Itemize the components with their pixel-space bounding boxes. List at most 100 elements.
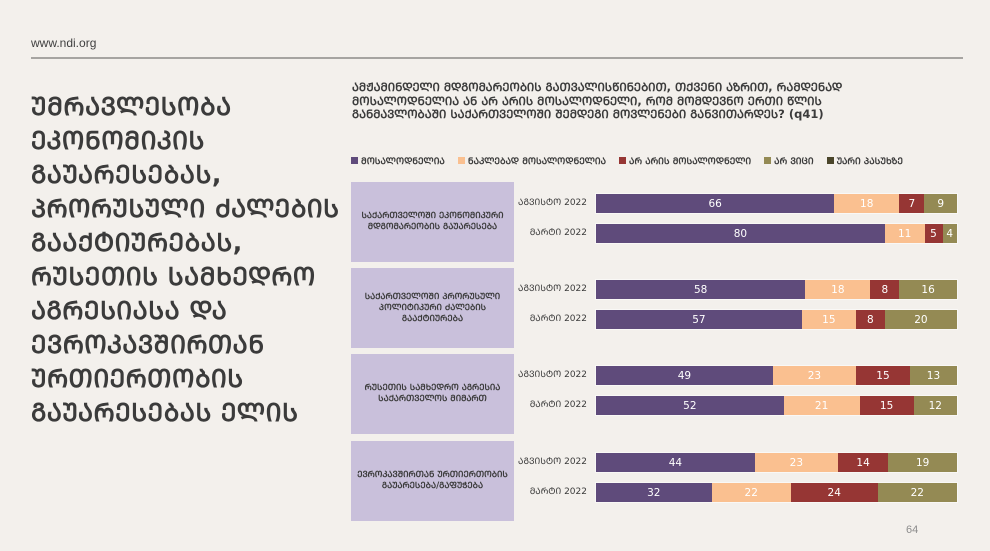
bar-segment: 9	[924, 194, 957, 213]
row-label: ᲛᲐᲠᲢᲘ 2022	[529, 228, 587, 238]
row-label: ᲐᲒᲕᲘᲡᲢᲝ 2022	[518, 284, 587, 294]
data-label: 22	[910, 486, 924, 499]
legend-label: ᲣᲐᲠᲘ ᲞᲐᲡᲣᲮᲖᲔ	[836, 157, 903, 167]
data-label: 24	[827, 486, 841, 499]
page-number: 64	[906, 524, 919, 536]
bar-segment: 32	[596, 483, 712, 502]
bar-segment: 23	[772, 366, 856, 385]
bar-segment: 12	[913, 396, 957, 415]
stacked-bar: 57 15 8 20	[596, 310, 957, 329]
data-label: 18	[831, 283, 845, 296]
data-label: 19	[915, 456, 930, 469]
legend-swatch	[826, 157, 834, 164]
data-label: 13	[926, 369, 941, 382]
row-label: ᲐᲒᲕᲘᲡᲢᲝ 2022	[518, 198, 587, 208]
legend-swatch	[764, 157, 772, 164]
data-label: 32	[647, 486, 661, 499]
bar-segment: 21	[783, 396, 860, 415]
bar-segment: 20	[884, 310, 957, 329]
legend-item: ᲛᲝᲡᲐᲚᲝᲓᲜᲔᲚᲘᲐ	[351, 154, 445, 167]
bar-segment: 15	[859, 396, 914, 415]
bar-segment: 22	[877, 483, 957, 502]
bar-segment: 15	[855, 366, 911, 385]
bar-segment: 22	[711, 483, 791, 502]
legend-label: ᲛᲝᲡᲐᲚᲝᲓᲜᲔᲚᲘᲐ	[361, 157, 445, 167]
legend-item: ᲣᲐᲠᲘ ᲞᲐᲡᲣᲮᲖᲔ	[826, 154, 903, 167]
chart-title: ᲐᲛᲟᲐᲛᲘᲜᲓᲔᲚᲘ ᲛᲓᲒᲝᲛᲐᲠᲔᲝᲑᲘᲡ ᲒᲐᲗᲕᲐᲚᲘᲡᲬᲘᲜᲔᲑᲘᲗ…	[352, 80, 843, 121]
data-label: 15	[876, 369, 890, 382]
data-label: 21	[814, 399, 829, 412]
stacked-bar: 58 18 8 16	[596, 280, 957, 299]
legend-swatch	[619, 157, 627, 164]
bar-segment: 49	[596, 366, 773, 385]
bar-segment: 57	[596, 310, 802, 329]
legend-swatch	[351, 157, 358, 164]
data-label: 16	[921, 283, 935, 296]
data-label: 58	[694, 283, 708, 296]
category-label: ᲔᲕᲠᲝᲙᲐᲕᲨᲘᲠᲗᲐᲜ ᲣᲠᲗᲘᲔᲠᲗᲝᲑᲘᲡ ᲒᲐᲣᲐᲠᲔᲡᲔᲑᲐ/ᲒᲐᲤ…	[351, 441, 514, 521]
data-label: 44	[668, 456, 683, 469]
data-label: 49	[677, 369, 692, 382]
bar-segment: 4	[942, 224, 957, 243]
data-label: 11	[897, 227, 912, 240]
legend-label: ᲐᲠ ᲐᲠᲘᲡ ᲛᲝᲡᲐᲚᲝᲓᲜᲔᲚᲘ	[629, 157, 752, 167]
stacked-bar: 80 11 5 4	[596, 224, 957, 243]
bar-segment: 8	[870, 280, 900, 299]
data-label: 80	[733, 227, 748, 240]
legend-label: ᲜᲐᲙᲚᲔᲑᲐᲓ ᲛᲝᲡᲐᲚᲝᲓᲜᲔᲚᲘᲐ	[467, 157, 607, 167]
bar-segment: 18	[805, 280, 871, 299]
bar-segment: 66	[596, 194, 835, 213]
bar-segment: 23	[754, 453, 838, 472]
legend-item: ᲜᲐᲙᲚᲔᲑᲐᲓ ᲛᲝᲡᲐᲚᲝᲓᲜᲔᲚᲘᲐ	[457, 154, 607, 167]
bar-segment: 44	[596, 453, 755, 472]
data-label: 20	[914, 313, 928, 326]
data-label: 4	[946, 227, 954, 240]
data-label: 23	[789, 456, 804, 469]
category-label: ᲡᲐᲥᲐᲠᲗᲕᲔᲚᲝᲨᲘ ᲔᲙᲝᲜᲝᲛᲘᲙᲣᲠᲘ ᲛᲓᲒᲝᲛᲐᲠᲔᲝᲑᲘᲡ ᲒᲐ…	[351, 182, 514, 262]
data-label: 22	[744, 486, 758, 499]
data-label: 8	[867, 313, 874, 326]
bar-segment: 13	[910, 366, 957, 385]
bar-segment: 16	[899, 280, 957, 299]
data-label: 5	[930, 227, 937, 240]
header-divider	[31, 57, 963, 59]
data-label: 57	[692, 313, 706, 326]
stacked-bar: 52 21 15 12	[596, 396, 957, 415]
category-label: ᲡᲐᲥᲐᲠᲗᲕᲔᲚᲝᲨᲘ ᲞᲠᲝᲠᲣᲡᲣᲚᲘ ᲞᲝᲚᲘᲢᲘᲙᲣᲠᲘ ᲫᲐᲚᲔᲑᲘ…	[351, 268, 514, 348]
data-label: 14	[856, 456, 870, 469]
data-label: 66	[708, 197, 722, 210]
bar-segment: 80	[596, 224, 885, 243]
row-label: ᲛᲐᲠᲢᲘ 2022	[529, 400, 587, 410]
legend-label: ᲐᲠ ᲕᲘᲪᲘ	[774, 157, 814, 167]
legend-item: ᲐᲠ ᲐᲠᲘᲡ ᲛᲝᲡᲐᲚᲝᲓᲜᲔᲚᲘ	[619, 154, 751, 167]
bar-segment: 19	[888, 453, 957, 472]
row-label: ᲐᲒᲕᲘᲡᲢᲝ 2022	[518, 370, 587, 380]
bar-segment: 18	[834, 194, 900, 213]
stacked-bar: 32 22 24 22	[596, 483, 957, 502]
bar-segment: 15	[801, 310, 856, 329]
data-label: 23	[807, 369, 822, 382]
data-label: 9	[937, 197, 945, 210]
data-label: 52	[683, 399, 697, 412]
data-label: 15	[822, 313, 836, 326]
bar-segment: 8	[855, 310, 885, 329]
row-label: ᲛᲐᲠᲢᲘ 2022	[529, 314, 587, 324]
bar-segment: 11	[884, 224, 925, 243]
data-label: 12	[928, 399, 942, 412]
row-label: ᲛᲐᲠᲢᲘ 2022	[529, 487, 587, 497]
legend-swatch	[457, 157, 465, 164]
bar-segment: 52	[596, 396, 784, 415]
site-url: www.ndi.org	[31, 36, 97, 50]
bar-segment: 58	[596, 280, 806, 299]
legend-item: ᲐᲠ ᲕᲘᲪᲘ	[764, 154, 814, 167]
bar-segment: 7	[899, 194, 925, 213]
row-label: ᲐᲒᲕᲘᲡᲢᲝ 2022	[518, 457, 587, 467]
stacked-bar: 49 23 15 13	[596, 366, 957, 385]
data-label: 18	[860, 197, 874, 210]
category-label: ᲠᲣᲡᲔᲗᲘᲡ ᲡᲐᲛᲮᲔᲓᲠᲝ ᲐᲒᲠᲔᲡᲘᲐ ᲡᲐᲥᲐᲠᲗᲕᲔᲚᲝᲡ ᲛᲘᲛ…	[351, 354, 514, 434]
bar-segment: 24	[790, 483, 878, 502]
chart-legend: ᲛᲝᲡᲐᲚᲝᲓᲜᲔᲚᲘᲐ ᲜᲐᲙᲚᲔᲑᲐᲓ ᲛᲝᲡᲐᲚᲝᲓᲜᲔᲚᲘᲐ ᲐᲠ ᲐᲠᲘᲡ…	[351, 154, 903, 167]
data-label: 7	[908, 197, 916, 210]
data-label: 15	[879, 399, 894, 412]
bar-segment: 14	[837, 453, 889, 472]
